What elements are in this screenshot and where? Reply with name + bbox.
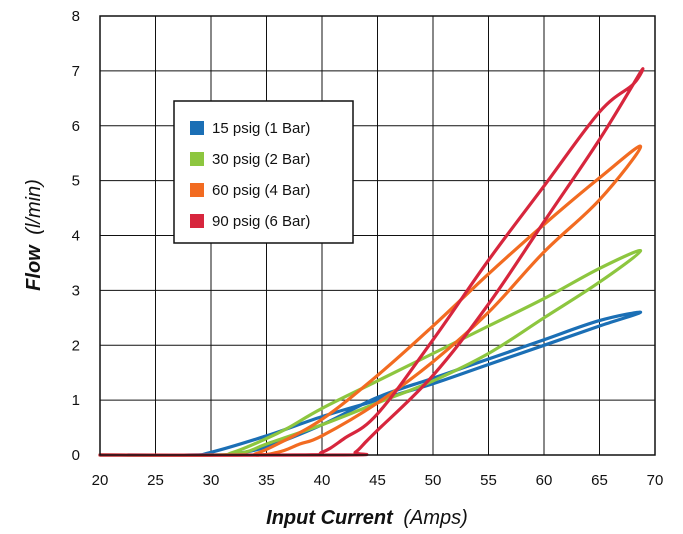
legend-label: 60 psig (4 Bar) [212, 182, 310, 199]
legend: 15 psig (1 Bar) 30 psig (2 Bar) 60 psig (4… [173, 100, 354, 244]
legend-label: 15 psig (1 Bar) [212, 120, 310, 137]
x-tick-label: 65 [591, 472, 608, 489]
series-2 [98, 249, 643, 457]
y-tick-label: 0 [72, 447, 80, 464]
series-line [98, 249, 643, 457]
x-tick-label: 30 [203, 472, 220, 489]
y-tick-label: 4 [72, 228, 80, 245]
x-axis-unit: (Amps) [403, 507, 467, 529]
series-4 [98, 67, 645, 457]
y-tick-labels: 0 1 2 3 4 5 6 7 8 [72, 8, 80, 464]
y-tick-label: 1 [72, 392, 80, 409]
x-tick-label: 55 [480, 472, 497, 489]
y-tick-label: 3 [72, 282, 80, 299]
y-tick-label: 6 [72, 118, 80, 135]
y-tick-label: 8 [72, 8, 80, 25]
x-tick-label: 70 [647, 472, 664, 489]
x-axis-title: Input Current (Amps) [266, 507, 468, 529]
x-tick-label: 60 [536, 472, 553, 489]
y-tick-label: 5 [72, 173, 80, 190]
legend-label: 30 psig (2 Bar) [212, 151, 310, 168]
x-tick-label: 25 [147, 472, 164, 489]
legend-swatch [190, 121, 204, 135]
y-axis-unit: (l/min) [23, 179, 45, 235]
y-axis-title: Flow (l/min) [23, 179, 45, 291]
series-layer [98, 67, 645, 457]
series-line [98, 144, 643, 457]
legend-swatch [190, 183, 204, 197]
series-3 [98, 144, 643, 457]
x-tick-labels: 20 25 30 35 40 45 50 55 60 65 70 [92, 472, 664, 489]
x-tick-label: 50 [425, 472, 442, 489]
y-tick-label: 7 [72, 63, 80, 80]
y-tick-label: 2 [72, 337, 80, 354]
legend-label: 90 psig (6 Bar) [212, 213, 310, 230]
legend-swatch [190, 214, 204, 228]
y-axis-label: Flow [23, 244, 45, 291]
legend-swatch [190, 152, 204, 166]
x-tick-label: 20 [92, 472, 109, 489]
series-line [98, 67, 645, 457]
x-tick-label: 45 [369, 472, 386, 489]
x-axis-label: Input Current [266, 507, 394, 529]
x-tick-label: 35 [258, 472, 275, 489]
plot-frame [99, 15, 656, 456]
x-tick-label: 40 [314, 472, 331, 489]
